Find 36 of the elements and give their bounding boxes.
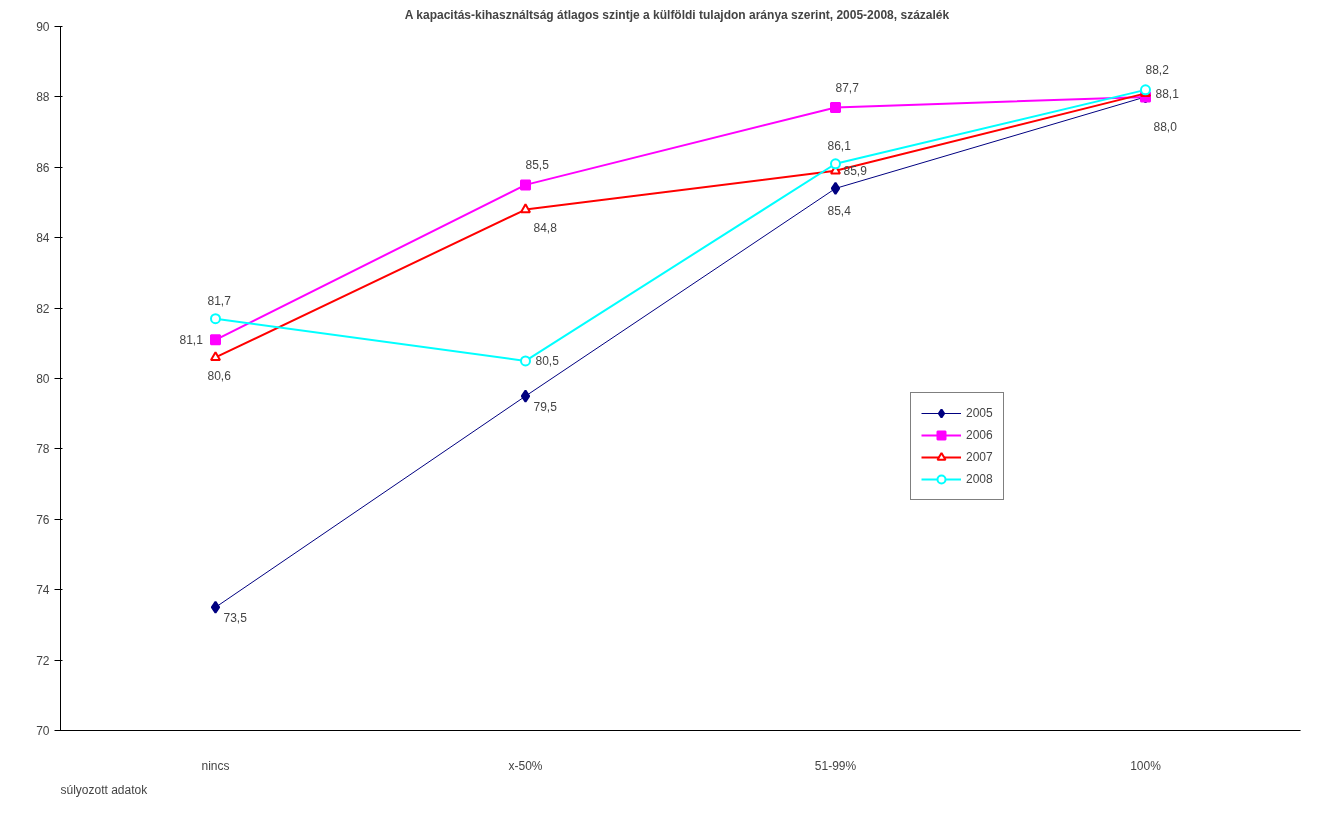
data-label: 87,7 (835, 80, 860, 95)
data-label: 84,8 (533, 221, 558, 236)
x-tick-label: 100% (1130, 758, 1162, 773)
text: súlyozott adatok (60, 782, 149, 797)
x-tick-label: nincs (201, 758, 230, 773)
data-label: 79,5 (533, 399, 558, 414)
data-label: 85,4 (827, 203, 852, 218)
y-tick-label: 70 (36, 724, 50, 738)
legend-label: 2006 (966, 428, 993, 442)
y-tick-label: 78 (36, 442, 50, 457)
legend-label: 2007 (966, 450, 993, 464)
data-label: 85,5 (525, 158, 550, 173)
x-tick-label: x-50% (508, 758, 543, 773)
data-label: 86,1 (827, 139, 852, 154)
y-tick-label: 72 (36, 653, 50, 668)
data-label: 85,9 (843, 164, 868, 179)
legend-label: 2005 (966, 406, 993, 420)
y-tick-label: 84 (36, 231, 50, 246)
data-label: 80,6 (207, 368, 232, 383)
y-tick-label: 82 (36, 301, 50, 316)
y-tick-label: 90 (36, 20, 50, 34)
data-label: 81,7 (207, 294, 232, 309)
data-label: 88,2 (1145, 63, 1170, 78)
y-tick-label: 88 (36, 90, 50, 105)
data-label: 81,1 (179, 333, 204, 348)
x-tick-label: 51-99% (814, 758, 857, 773)
chart-title: A kapacitás-kihasználtság átlagos szintje a külföldi tulajdon aránya szerint, 2005-2008, százalék (404, 7, 950, 22)
y-tick-label: 86 (36, 160, 50, 175)
data-label: 80,5 (535, 354, 560, 369)
y-tick-label: 74 (36, 583, 50, 598)
data-label: 88,0 (1153, 120, 1178, 135)
legend-label: 2008 (966, 472, 993, 486)
data-label: 88,1 (1155, 86, 1180, 101)
y-tick-label: 80 (36, 372, 50, 386)
y-tick-label: 76 (36, 512, 50, 527)
data-label: 73,5 (223, 610, 248, 625)
